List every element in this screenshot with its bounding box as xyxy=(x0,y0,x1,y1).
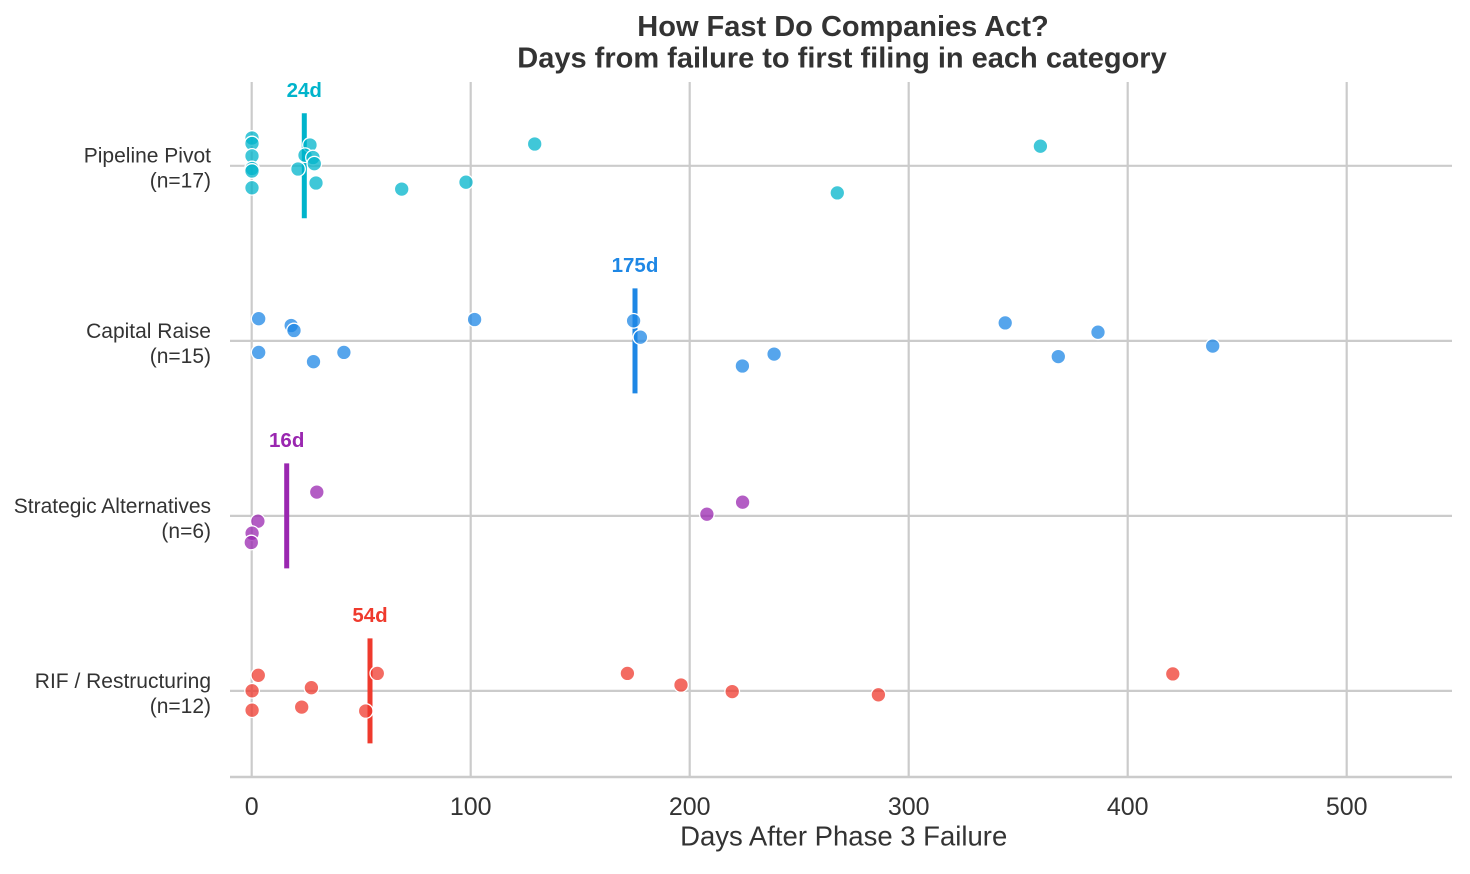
svg-text:(n=17): (n=17) xyxy=(150,170,211,193)
svg-text:Pipeline Pivot: Pipeline Pivot xyxy=(84,145,211,168)
svg-text:200: 200 xyxy=(669,793,711,821)
svg-text:(n=6): (n=6) xyxy=(161,520,211,543)
svg-text:500: 500 xyxy=(1326,793,1368,821)
svg-text:Strategic Alternatives: Strategic Alternatives xyxy=(14,495,211,518)
svg-text:16d: 16d xyxy=(269,429,304,452)
svg-text:300: 300 xyxy=(888,793,930,821)
svg-text:RIF / Restructuring: RIF / Restructuring xyxy=(35,670,211,693)
svg-text:Capital Raise: Capital Raise xyxy=(86,320,211,343)
svg-text:54d: 54d xyxy=(352,604,387,627)
svg-text:100: 100 xyxy=(450,793,492,821)
svg-text:24d: 24d xyxy=(287,79,322,102)
svg-text:Days from failure to first fil: Days from failure to first filing in eac… xyxy=(517,42,1166,74)
svg-text:400: 400 xyxy=(1107,793,1149,821)
svg-text:How Fast Do Companies Act?: How Fast Do Companies Act? xyxy=(637,11,1048,43)
svg-text:(n=12): (n=12) xyxy=(150,695,211,718)
svg-text:0: 0 xyxy=(245,793,259,821)
svg-text:(n=15): (n=15) xyxy=(150,345,211,368)
svg-text:Days After Phase 3 Failure: Days After Phase 3 Failure xyxy=(680,821,1007,852)
svg-text:175d: 175d xyxy=(612,254,659,277)
